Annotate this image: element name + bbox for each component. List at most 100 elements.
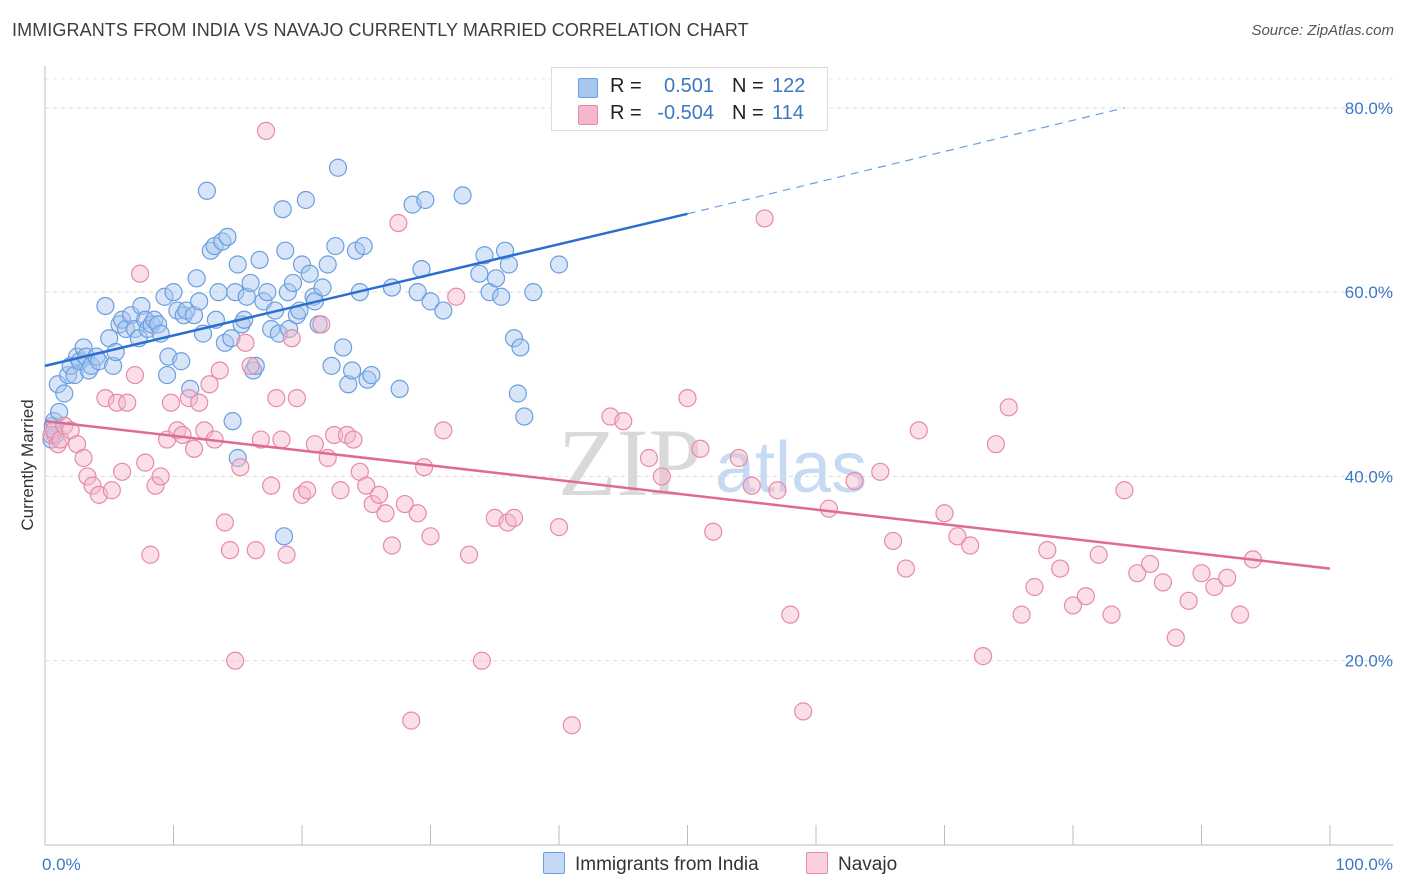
data-point	[729, 448, 749, 468]
data-point	[218, 227, 237, 246]
data-point	[1038, 541, 1057, 560]
data-point	[228, 255, 247, 274]
data-point	[184, 439, 204, 458]
data-point	[226, 283, 245, 302]
data-point	[296, 190, 315, 210]
data-point	[376, 504, 395, 523]
data-point	[241, 356, 260, 375]
data-point	[390, 379, 409, 398]
data-point	[389, 213, 408, 233]
legend-n-value: 122	[772, 75, 806, 97]
data-point	[395, 494, 414, 514]
data-point	[312, 315, 331, 334]
trend-line-extension	[687, 107, 1125, 215]
data-point	[184, 306, 204, 325]
data-point	[459, 545, 479, 564]
legend-r-label: R =	[610, 102, 642, 124]
data-point	[1051, 559, 1070, 578]
data-point	[287, 389, 306, 408]
data-point	[155, 287, 174, 306]
data-point	[472, 651, 491, 670]
data-point	[318, 255, 337, 274]
data-point	[549, 518, 569, 537]
data-point	[416, 190, 435, 210]
data-point	[258, 283, 277, 302]
data-point	[357, 476, 376, 495]
data-point	[434, 301, 453, 320]
data-point	[222, 329, 241, 348]
data-point	[794, 702, 813, 721]
data-point	[226, 651, 245, 670]
data-point	[408, 283, 427, 302]
x-tick-label-max: 100.0%	[1335, 855, 1393, 874]
data-point	[999, 398, 1018, 417]
data-point	[768, 481, 787, 500]
data-point	[190, 393, 209, 412]
data-point	[231, 458, 250, 477]
data-point	[274, 527, 294, 546]
data-point	[935, 504, 954, 523]
data-point	[781, 605, 800, 624]
data-point	[363, 494, 382, 514]
data-point	[549, 255, 569, 274]
data-point	[691, 439, 710, 458]
data-point	[343, 361, 362, 380]
data-point	[107, 393, 127, 412]
data-point	[871, 462, 890, 481]
data-point	[215, 513, 234, 532]
data-point	[370, 485, 389, 504]
data-point	[1230, 605, 1250, 624]
data-point	[1166, 628, 1185, 647]
data-point	[1025, 577, 1044, 597]
data-point	[1128, 564, 1147, 583]
data-point	[948, 527, 967, 546]
data-point	[65, 365, 84, 385]
data-point	[382, 536, 402, 555]
data-point	[298, 481, 317, 500]
data-point	[96, 389, 115, 408]
data-point	[986, 435, 1006, 454]
data-point	[470, 264, 489, 283]
data-point	[96, 296, 115, 316]
axes	[44, 66, 1393, 846]
data-point	[354, 236, 373, 256]
legend-n-label: N =	[732, 75, 764, 97]
data-point	[267, 389, 286, 408]
data-point	[50, 402, 69, 422]
data-point	[236, 333, 255, 352]
series-navajo-points	[42, 121, 1263, 735]
y-tick-labels: 20.0% 40.0% 60.0% 80.0%	[1345, 99, 1393, 671]
data-point	[146, 476, 165, 495]
data-point	[755, 209, 774, 228]
data-point	[55, 384, 74, 403]
data-point	[132, 296, 151, 316]
data-point	[961, 536, 980, 555]
data-point	[1153, 573, 1173, 592]
data-point	[125, 319, 145, 339]
data-point	[414, 458, 434, 477]
data-point	[151, 467, 170, 486]
data-point	[104, 356, 123, 375]
legend-swatch-india	[578, 78, 598, 98]
data-point	[51, 430, 70, 449]
data-point	[421, 292, 440, 311]
legend-swatch-navajo	[578, 105, 598, 125]
trend-lines	[44, 107, 1331, 570]
watermark: ZIP atlas	[558, 409, 867, 516]
y-tick-label: 40.0%	[1345, 467, 1393, 486]
data-point	[328, 158, 348, 177]
data-point	[215, 333, 234, 352]
data-point	[447, 287, 466, 306]
data-point	[251, 430, 270, 449]
data-point	[434, 421, 453, 440]
data-point	[742, 476, 761, 495]
data-point	[102, 481, 121, 500]
data-point	[200, 375, 219, 394]
data-point	[678, 389, 697, 408]
data-point	[187, 269, 206, 288]
data-point	[305, 435, 324, 454]
legend-r-label: R =	[610, 75, 642, 97]
data-point	[173, 425, 192, 445]
data-point	[326, 236, 345, 256]
